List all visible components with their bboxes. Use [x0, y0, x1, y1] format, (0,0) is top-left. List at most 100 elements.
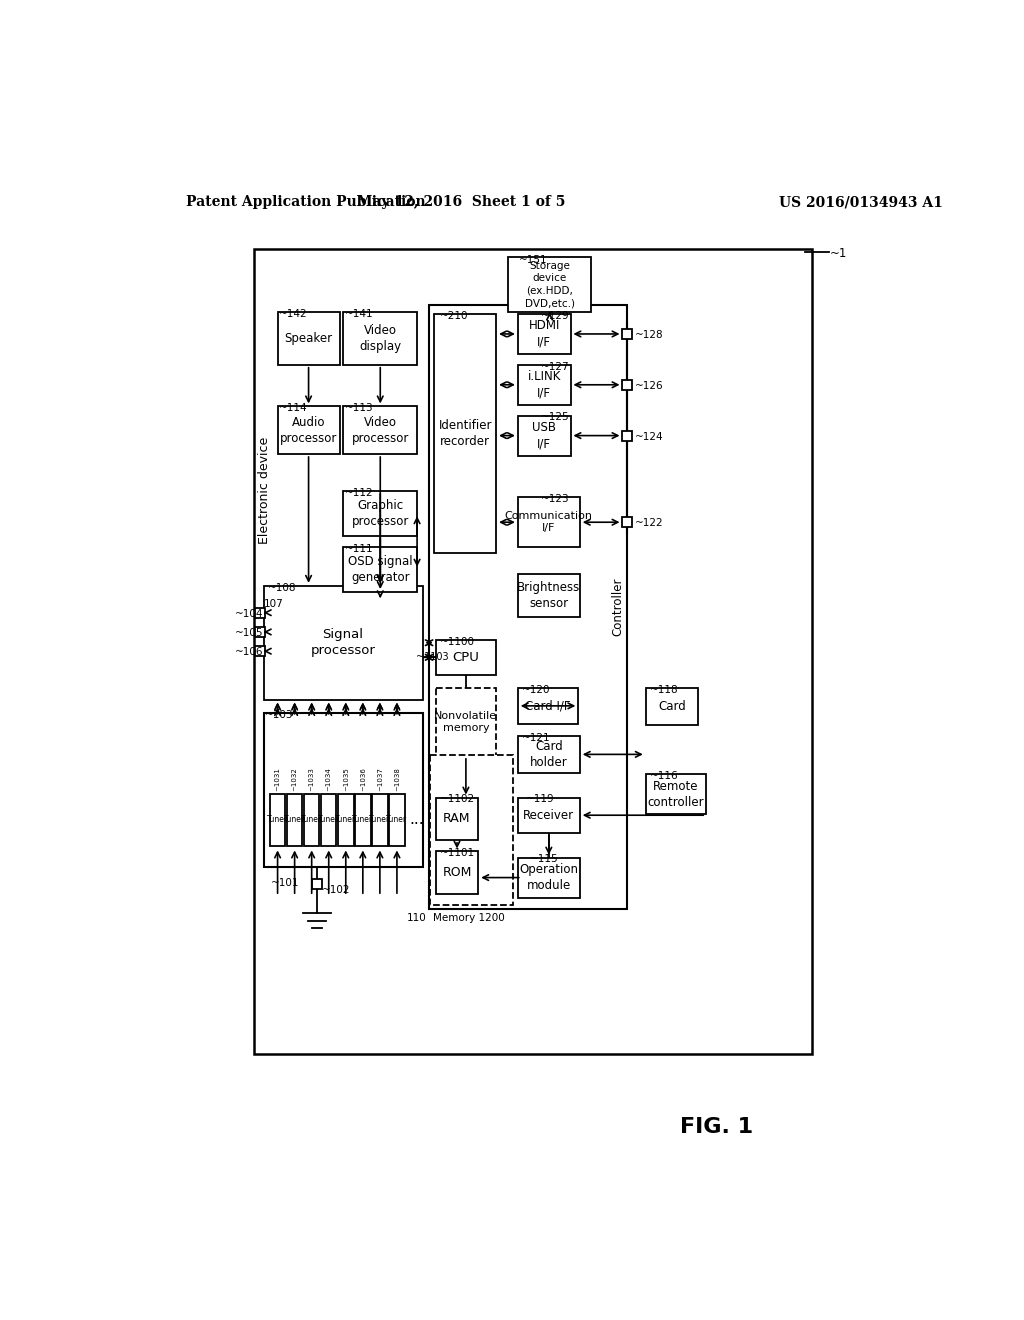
Text: ~114: ~114 [280, 404, 308, 413]
Bar [278, 313, 340, 364]
Text: Operation
module: Operation module [519, 863, 579, 892]
Bar [263, 713, 423, 867]
Bar [343, 313, 417, 364]
Bar [518, 574, 580, 616]
Bar [255, 607, 265, 618]
Bar [254, 249, 812, 1053]
Bar [434, 314, 496, 553]
Text: ~1102: ~1102 [439, 795, 475, 804]
Text: ~1100: ~1100 [439, 636, 474, 647]
Bar [255, 647, 265, 656]
Text: ~1036: ~1036 [359, 767, 366, 792]
Text: Card
holder: Card holder [530, 741, 567, 768]
Text: 110: 110 [407, 913, 426, 923]
Bar [429, 305, 627, 909]
Text: ~104: ~104 [234, 609, 263, 619]
Text: Video
processor: Video processor [351, 416, 409, 445]
Text: Signal
processor: Signal processor [310, 628, 376, 657]
Bar [518, 364, 570, 405]
Text: ~1033: ~1033 [308, 767, 314, 792]
Text: i.LINK
I/F: i.LINK I/F [527, 371, 561, 399]
Text: ~102: ~102 [322, 886, 350, 895]
Text: Tuner: Tuner [318, 816, 339, 824]
Text: FIG. 1: FIG. 1 [680, 1117, 754, 1137]
Text: ~120: ~120 [521, 685, 550, 696]
Text: ~1101: ~1101 [439, 849, 475, 858]
Text: 107: 107 [263, 599, 284, 609]
Text: ~125: ~125 [541, 412, 569, 422]
Text: ~1032: ~1032 [292, 768, 298, 792]
Bar [622, 329, 632, 339]
Text: Speaker: Speaker [285, 333, 333, 345]
Text: ~129: ~129 [541, 312, 569, 321]
Text: ~1031: ~1031 [274, 767, 281, 792]
Bar [343, 548, 417, 591]
Bar [270, 793, 286, 846]
Bar [508, 257, 592, 313]
Text: Tuner: Tuner [284, 816, 305, 824]
Bar [355, 793, 371, 846]
Text: ~142: ~142 [280, 309, 308, 319]
Text: Remote
controller: Remote controller [647, 780, 705, 809]
Bar [304, 793, 319, 846]
Bar [622, 380, 632, 389]
Text: USB
I/F: USB I/F [532, 421, 556, 450]
Text: ~1035: ~1035 [343, 768, 349, 792]
Text: Tuner: Tuner [301, 816, 323, 824]
Text: ~115: ~115 [529, 854, 558, 865]
Text: ~1034: ~1034 [326, 768, 332, 792]
Text: ~101: ~101 [271, 878, 300, 888]
Text: Memory 1200: Memory 1200 [432, 913, 505, 923]
Text: ~141: ~141 [345, 309, 374, 319]
Bar [518, 416, 570, 455]
Text: ROM: ROM [442, 866, 472, 879]
Text: ~1103: ~1103 [417, 652, 449, 663]
Bar [518, 314, 570, 354]
Bar [338, 793, 353, 846]
Text: ...: ... [410, 812, 424, 828]
Text: OSD signal
generator: OSD signal generator [348, 556, 413, 583]
Text: Video
display: Video display [359, 325, 401, 352]
Text: Identifier
recorder: Identifier recorder [438, 418, 492, 447]
Text: Graphic
processor: Graphic processor [351, 499, 409, 528]
Text: ~210: ~210 [440, 312, 469, 321]
Text: Tuner: Tuner [335, 816, 356, 824]
Text: ~112: ~112 [345, 488, 374, 498]
Text: ~111: ~111 [345, 544, 374, 554]
Text: ~124: ~124 [635, 432, 664, 442]
Text: Storage
device
(ex.HDD,
DVD,etc.): Storage device (ex.HDD, DVD,etc.) [524, 261, 574, 309]
Text: Tuner: Tuner [352, 816, 374, 824]
Text: ~123: ~123 [541, 494, 569, 504]
Bar [278, 407, 340, 454]
Text: Card: Card [658, 700, 686, 713]
Bar [389, 793, 404, 846]
Bar [435, 851, 478, 894]
Text: CPU: CPU [453, 651, 479, 664]
Text: ~116: ~116 [649, 771, 678, 781]
Text: May 12, 2016  Sheet 1 of 5: May 12, 2016 Sheet 1 of 5 [357, 195, 565, 210]
Text: HDMI
I/F: HDMI I/F [528, 319, 560, 348]
Text: ~113: ~113 [345, 404, 374, 413]
Text: ~126: ~126 [635, 381, 664, 391]
Text: Tuner: Tuner [370, 816, 390, 824]
Bar [646, 775, 707, 814]
Text: ~1038: ~1038 [394, 767, 400, 792]
Bar [343, 491, 417, 536]
Text: RAM: RAM [443, 812, 471, 825]
Text: Audio
processor: Audio processor [280, 416, 337, 445]
Text: ~108: ~108 [267, 582, 296, 593]
Bar [435, 688, 496, 756]
Text: Nonvolatile
memory: Nonvolatile memory [434, 711, 498, 733]
Bar [263, 586, 423, 700]
Text: ~103: ~103 [265, 710, 294, 719]
Text: US 2016/0134943 A1: US 2016/0134943 A1 [779, 195, 943, 210]
Bar [518, 858, 580, 898]
Text: ~106: ~106 [234, 647, 263, 657]
Text: Receiver: Receiver [523, 809, 574, 822]
Text: ~128: ~128 [635, 330, 664, 341]
Bar [518, 737, 580, 774]
Text: ~1: ~1 [830, 247, 848, 260]
Bar [646, 688, 698, 725]
Bar [312, 879, 323, 888]
Text: Card I/F: Card I/F [525, 700, 570, 713]
